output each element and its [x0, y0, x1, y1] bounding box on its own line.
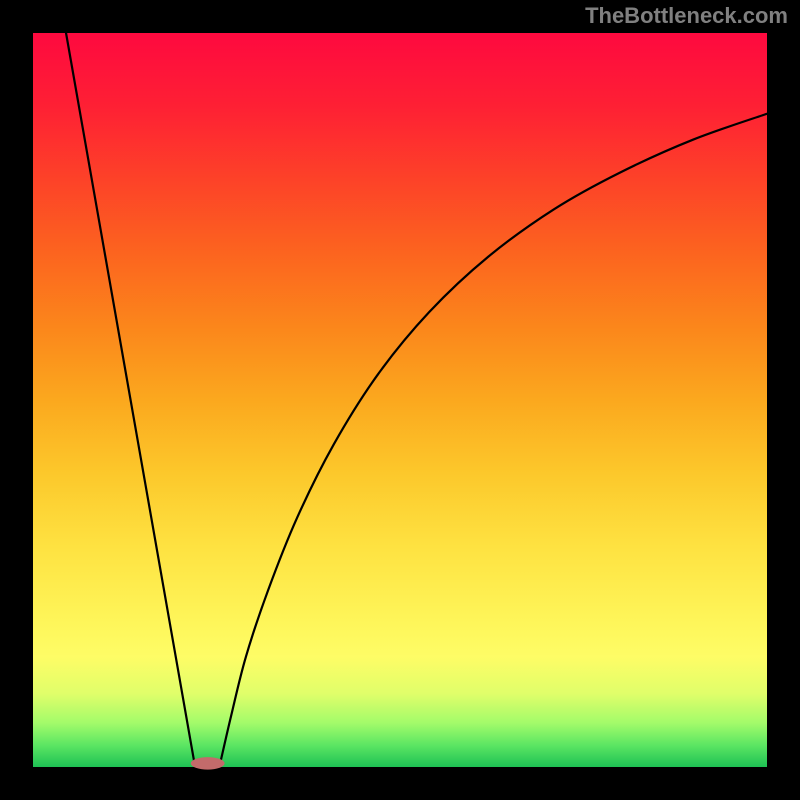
chart-svg	[0, 0, 800, 800]
trough-marker	[191, 757, 225, 769]
curve-right-segment	[220, 114, 767, 764]
watermark-text: TheBottleneck.com	[585, 3, 788, 29]
chart-container: TheBottleneck.com	[0, 0, 800, 800]
curve-left-segment	[66, 33, 194, 763]
